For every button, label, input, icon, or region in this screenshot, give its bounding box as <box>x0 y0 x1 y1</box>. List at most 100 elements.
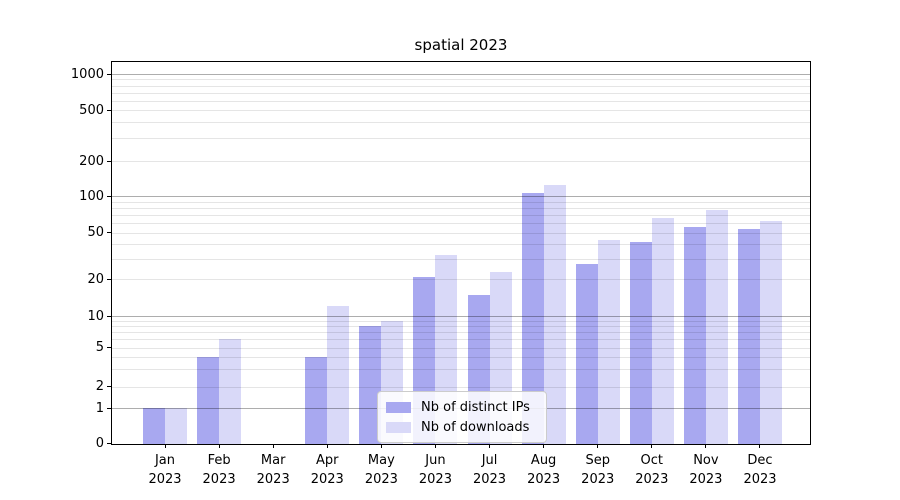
legend-label-distinct-ips: Nb of distinct IPs <box>421 399 530 415</box>
bar-distinct-ips <box>197 357 220 444</box>
x-tick-mark <box>489 444 491 448</box>
bar-distinct-ips <box>683 226 706 444</box>
y-tick-label: 50 <box>87 225 104 241</box>
x-tick-label: Dec 2023 <box>743 453 777 487</box>
gridline-minor <box>112 122 810 124</box>
gridline-major <box>112 316 810 317</box>
bar-downloads <box>327 306 350 444</box>
y-tick-label: 2 <box>95 379 104 395</box>
gridline-minor <box>112 85 810 87</box>
gridline-minor <box>112 232 810 234</box>
y-tick-mark <box>107 386 111 388</box>
y-tick-label: 20 <box>87 271 104 287</box>
x-tick-mark <box>705 444 707 448</box>
legend-item-distinct-ips: Nb of distinct IPs <box>386 397 538 417</box>
x-tick-label: May 2023 <box>364 453 398 487</box>
gridline-minor <box>112 339 810 341</box>
legend-swatch-downloads <box>386 421 411 433</box>
gridline-minor <box>112 244 810 246</box>
bar-downloads <box>705 210 728 444</box>
chart-title: spatial 2023 <box>414 36 508 54</box>
legend-item-downloads: Nb of downloads <box>386 417 538 437</box>
plot-area <box>111 61 811 445</box>
y-tick-label: 0 <box>95 436 104 452</box>
gridline-minor <box>112 110 810 111</box>
x-tick-mark <box>218 444 220 448</box>
y-tick-label: 1 <box>95 400 104 416</box>
gridline-minor <box>112 279 810 281</box>
x-tick-label: Sep 2023 <box>581 453 615 487</box>
y-tick-mark <box>107 278 111 280</box>
x-tick-mark <box>759 444 761 448</box>
bar-downloads <box>597 240 620 444</box>
legend-swatch-distinct-ips <box>386 401 411 413</box>
gridline-minor <box>112 161 810 162</box>
gridline-minor <box>112 208 810 210</box>
gridline-minor <box>112 357 810 359</box>
bar-downloads <box>651 218 674 444</box>
y-tick-mark <box>107 73 111 75</box>
y-tick-mark <box>107 315 111 317</box>
x-tick-mark <box>164 444 166 448</box>
x-tick-label: Apr 2023 <box>310 453 344 487</box>
x-tick-mark <box>597 444 599 448</box>
bar-distinct-ips <box>575 264 598 444</box>
y-tick-mark <box>107 232 111 234</box>
y-tick-mark <box>107 109 111 111</box>
x-tick-label: Jul 2023 <box>472 453 507 487</box>
x-tick-label: Jan 2023 <box>148 453 182 487</box>
legend: Nb of distinct IPs Nb of downloads <box>377 391 547 443</box>
gridline-minor <box>112 138 810 140</box>
x-tick-label: Jun 2023 <box>418 453 452 487</box>
bar-downloads <box>543 184 566 444</box>
gridline-minor <box>112 100 810 102</box>
gridline-minor <box>112 223 810 225</box>
y-tick-mark <box>107 443 111 445</box>
y-tick-label: 100 <box>79 188 104 204</box>
bar-downloads <box>219 339 242 444</box>
bar-distinct-ips <box>629 241 652 444</box>
bar-downloads <box>165 408 187 444</box>
x-tick-mark <box>272 444 274 448</box>
gridline-minor <box>112 386 810 388</box>
y-tick-label: 10 <box>87 308 104 324</box>
bar-distinct-ips <box>305 357 328 444</box>
bar-distinct-ips <box>521 193 544 444</box>
bar-distinct-ips <box>737 228 760 444</box>
x-tick-mark <box>543 444 545 448</box>
bar-distinct-ips <box>143 408 165 444</box>
x-tick-mark <box>326 444 328 448</box>
y-tick-label: 500 <box>79 102 104 118</box>
gridline-minor <box>112 201 810 203</box>
gridline-minor <box>112 369 810 371</box>
x-tick-mark <box>380 444 382 448</box>
gridline-major <box>112 74 810 75</box>
x-tick-mark <box>651 444 653 448</box>
bar-distinct-ips <box>359 326 382 444</box>
x-tick-label: Oct 2023 <box>635 453 669 487</box>
y-tick-mark <box>107 347 111 349</box>
gridline-minor <box>112 326 810 328</box>
y-tick-mark <box>107 195 111 197</box>
legend-label-downloads: Nb of downloads <box>421 419 530 435</box>
gridline-minor <box>112 92 810 94</box>
gridline-minor <box>112 215 810 217</box>
x-tick-label: Nov 2023 <box>689 453 723 487</box>
x-tick-label: Mar 2023 <box>256 453 290 487</box>
gridline-minor <box>112 320 810 322</box>
gridline-major <box>112 196 810 198</box>
gridline-minor <box>112 332 810 334</box>
y-tick-label: 5 <box>95 340 104 356</box>
y-tick-mark <box>107 160 111 162</box>
bar-downloads <box>759 221 782 444</box>
y-tick-label: 200 <box>79 153 104 169</box>
x-tick-label: Aug 2023 <box>527 453 561 487</box>
gridline-minor <box>112 79 810 81</box>
y-tick-label: 1000 <box>70 66 104 82</box>
x-tick-label: Feb 2023 <box>202 453 236 487</box>
gridline-minor <box>112 258 810 260</box>
gridline-minor <box>112 347 810 349</box>
y-tick-mark <box>107 407 111 409</box>
x-tick-mark <box>434 444 436 448</box>
